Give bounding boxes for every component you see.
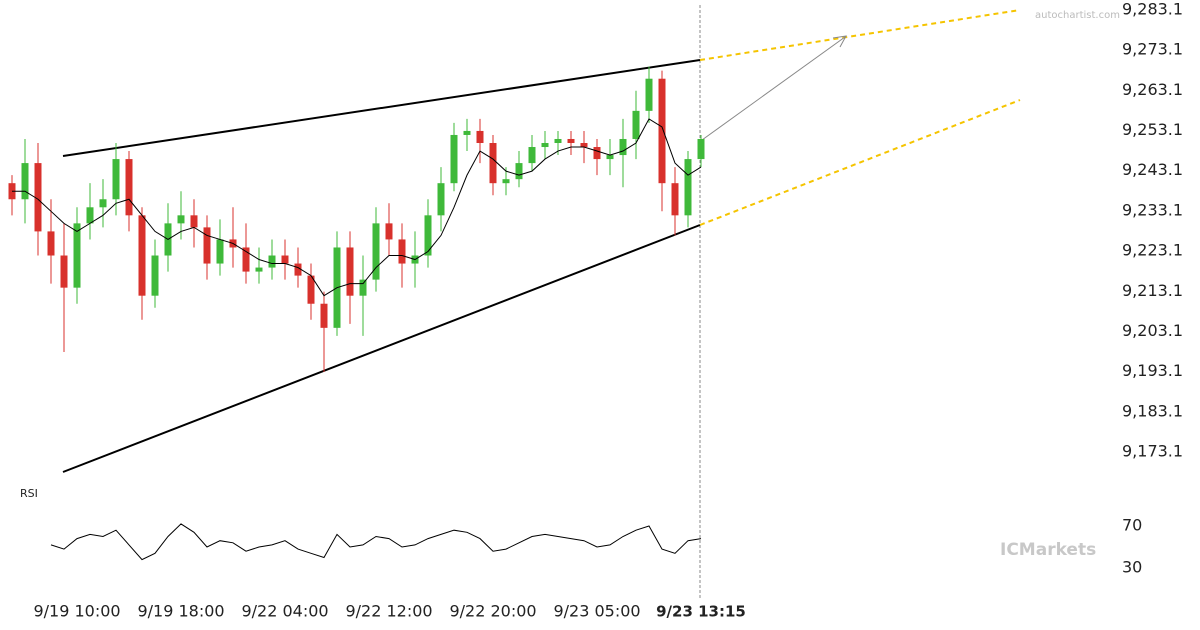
candle-body (86, 207, 94, 224)
candle-body (34, 163, 42, 232)
rsi-title: RSI (20, 487, 38, 500)
lower-projection (699, 99, 1021, 226)
candle-body (281, 255, 289, 264)
candle-body (697, 138, 705, 160)
rsi-line (50, 523, 702, 561)
y-tick-label: 30 (1122, 558, 1142, 577)
candle-body (216, 239, 224, 264)
arrow-head (832, 35, 847, 48)
candle-body (151, 255, 159, 296)
candle-body (177, 215, 185, 224)
y-tick-label: 9,233.1 (1122, 200, 1183, 219)
candle-body (671, 183, 679, 216)
candle-body (437, 183, 445, 216)
y-tick-label: 9,223.1 (1122, 241, 1183, 260)
candle-body (502, 179, 510, 184)
candle-body (242, 247, 250, 272)
candle-body (359, 279, 367, 296)
candle-body (658, 78, 666, 184)
candle-body (619, 138, 627, 156)
candle-body (60, 255, 68, 288)
x-tick-label: 9/19 18:00 (137, 602, 224, 621)
candle-body (515, 163, 523, 180)
forecast-arrow (701, 36, 846, 141)
lower-trendline (62, 224, 701, 473)
candle-body (424, 215, 432, 256)
candle-body (307, 275, 315, 304)
candle-body (320, 303, 328, 328)
y-tick-label: 9,173.1 (1122, 442, 1183, 461)
candle-body (99, 199, 107, 208)
upper-trendline (62, 59, 701, 157)
candle-body (372, 223, 380, 280)
candle-body (47, 231, 55, 256)
candle-body (593, 147, 601, 160)
x-tick-label: 9/23 13:15 (656, 603, 746, 621)
x-tick-label: 9/19 10:00 (33, 602, 120, 621)
candle-body (346, 247, 354, 296)
candle-body (112, 159, 120, 200)
candle-body (398, 239, 406, 264)
candle-body (125, 159, 133, 216)
candle-body (645, 78, 653, 111)
candle-body (541, 143, 549, 148)
upper-projection (699, 9, 1021, 61)
candle-body (463, 130, 471, 135)
y-tick-label: 9,243.1 (1122, 160, 1183, 179)
candle-body (73, 223, 81, 288)
candle-body (294, 263, 302, 276)
candle-body (554, 138, 562, 144)
candle-body (450, 134, 458, 184)
candle-body (138, 215, 146, 296)
candle-body (203, 227, 211, 264)
candle-body (632, 110, 640, 139)
x-tick-label: 9/22 04:00 (241, 602, 328, 621)
y-tick-label: 9,203.1 (1122, 321, 1183, 340)
y-tick-label: 9,283.1 (1122, 0, 1183, 19)
candle-body (684, 159, 692, 216)
candle-body (528, 147, 536, 164)
x-tick-label: 9/23 05:00 (553, 602, 640, 621)
y-tick-label: 70 (1122, 516, 1142, 535)
y-tick-label: 9,213.1 (1122, 281, 1183, 300)
candle-body (489, 143, 497, 184)
candle-body (580, 143, 588, 148)
moving-average (12, 118, 702, 297)
candle-body (255, 267, 263, 272)
watermark-brand: ICMarkets (1000, 540, 1096, 560)
y-tick-label: 9,273.1 (1122, 40, 1183, 59)
candle-body (268, 255, 276, 268)
candle-body (606, 155, 614, 160)
y-tick-label: 9,253.1 (1122, 120, 1183, 139)
candle-body (476, 130, 484, 144)
watermark-source: autochartist.com (1035, 10, 1120, 21)
candle-body (567, 138, 575, 144)
x-tick-label: 9/22 20:00 (449, 602, 536, 621)
candle-body (385, 223, 393, 240)
y-tick-label: 9,193.1 (1122, 361, 1183, 380)
x-tick-label: 9/22 12:00 (345, 602, 432, 621)
y-tick-label: 9,183.1 (1122, 401, 1183, 420)
y-tick-label: 9,263.1 (1122, 80, 1183, 99)
candle-body (190, 215, 198, 228)
candle-body (21, 163, 29, 200)
